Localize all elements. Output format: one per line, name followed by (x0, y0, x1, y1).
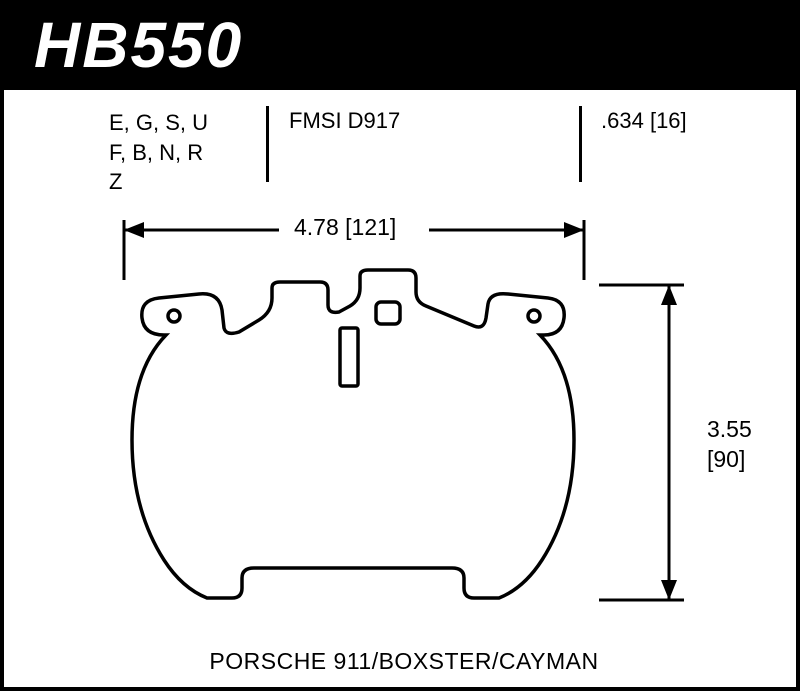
divider-1 (266, 106, 269, 182)
header-bar: HB550 (4, 0, 800, 90)
height-mm: [90] (707, 445, 752, 475)
brake-pad-svg (104, 210, 704, 640)
height-arrow (599, 285, 684, 600)
part-number: HB550 (34, 8, 243, 82)
thickness-in: .634 (601, 108, 644, 133)
codes-line-3: Z (109, 167, 208, 197)
brake-pad-drawing (104, 210, 704, 640)
compound-codes: E, G, S, U F, B, N, R Z (109, 108, 208, 197)
brake-pad-outline (132, 270, 574, 598)
height-in: 3.55 (707, 415, 752, 445)
vehicle-caption: PORSCHE 911/BOXSTER/CAYMAN (4, 648, 800, 675)
divider-2 (579, 106, 582, 182)
spec-sheet-container: HB550 E, G, S, U F, B, N, R Z FMSI D917 … (0, 0, 800, 691)
fmsi-label: FMSI D917 (289, 108, 400, 134)
thickness-value: .634 [16] (601, 108, 687, 134)
thickness-mm: [16] (650, 108, 687, 133)
width-arrow (124, 220, 584, 280)
codes-line-2: F, B, N, R (109, 138, 208, 168)
codes-line-1: E, G, S, U (109, 108, 208, 138)
height-dimension-label: 3.55 [90] (707, 415, 752, 475)
info-row: E, G, S, U F, B, N, R Z FMSI D917 .634 [… (4, 100, 796, 190)
